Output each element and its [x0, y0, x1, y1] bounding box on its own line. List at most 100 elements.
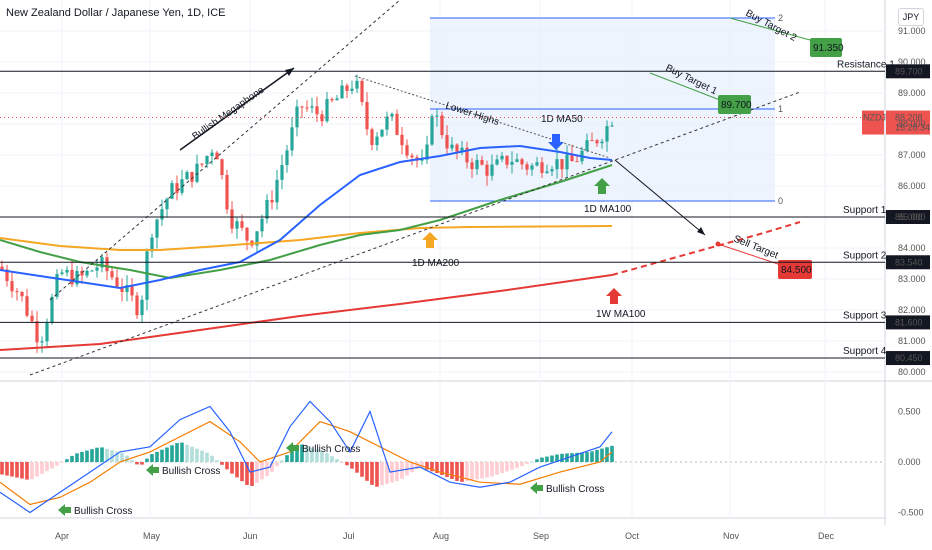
candle-body — [445, 135, 449, 149]
megaphone-lower-line — [29, 91, 801, 376]
macd-histogram-bar — [170, 445, 174, 462]
lower-highs-line — [354, 75, 611, 159]
ma50-1d-line — [0, 144, 613, 290]
price-tick-label: 80.000 — [898, 367, 926, 377]
macd-signal-line — [0, 420, 613, 506]
macd-indicator: Bullish Cross Bullish Cross Bullish Cross B… — [0, 400, 614, 517]
candle-body — [270, 199, 274, 203]
macd-histogram-bar — [95, 447, 99, 462]
candle-body — [555, 159, 559, 170]
sell-target-badge — [778, 260, 812, 279]
candle-body — [200, 163, 204, 165]
time-tick-label: Sep — [533, 531, 549, 541]
candle-body — [235, 221, 239, 229]
macd-histogram-bar — [410, 462, 414, 473]
macd-histogram-bar — [360, 462, 364, 477]
macd-histogram-bar — [570, 453, 574, 462]
macd-histogram-bar — [160, 449, 164, 462]
candle-body — [480, 159, 484, 165]
candle-body — [385, 116, 389, 130]
candle-body — [410, 155, 414, 158]
macd-histogram-bar — [350, 462, 354, 469]
macd-histogram-bar — [610, 445, 614, 462]
candle-body — [65, 269, 69, 273]
time-tick-label: Oct — [625, 531, 640, 541]
candle-body — [280, 165, 284, 180]
candle-body — [390, 113, 394, 117]
time-tick-label: Apr — [55, 531, 69, 541]
candle-body — [590, 140, 594, 142]
candle-body — [420, 159, 424, 161]
currency-button[interactable]: JPY — [898, 8, 924, 26]
candle-body — [370, 129, 374, 146]
macd-histogram-bar — [195, 448, 199, 462]
candle-body — [135, 295, 139, 316]
level-badge — [886, 351, 930, 366]
candle-body — [565, 154, 569, 170]
macd-histogram-bar — [30, 462, 34, 480]
macd-histogram-bar — [325, 453, 329, 462]
ma200-arrow — [422, 232, 438, 248]
fib-label-2: 2 — [778, 13, 783, 23]
sell-arrowhead — [697, 227, 705, 235]
ma100-1w-projection — [611, 221, 801, 276]
candle-body — [95, 267, 99, 271]
macd-histogram-bar — [440, 462, 444, 475]
candle-body — [310, 106, 314, 108]
macd-histogram-bar — [415, 462, 419, 470]
macd-histogram-bar — [525, 462, 529, 464]
candle-body — [90, 270, 94, 272]
bullish-cross-1-label: Bullish Cross — [74, 506, 132, 517]
level-name: Support 2 — [843, 250, 887, 261]
candle-body — [520, 159, 524, 165]
level-value: 81.600 — [895, 317, 923, 327]
candle-body — [150, 237, 154, 252]
candle-body — [535, 162, 539, 166]
macd-histogram-bar — [135, 462, 139, 465]
macd-histogram-bar — [485, 462, 489, 478]
candle-body — [305, 107, 309, 109]
macd-histogram-bar — [55, 462, 59, 466]
candle-body — [320, 114, 324, 122]
countdown: 15:28:34 — [895, 123, 930, 133]
ma50-arrow — [548, 134, 564, 150]
candle-body — [50, 296, 54, 323]
candle-body — [165, 198, 169, 210]
macd-tick-label: 0.000 — [898, 457, 921, 467]
candle-body — [400, 134, 404, 146]
candle-body — [175, 183, 179, 193]
candle-body — [485, 164, 489, 176]
macd-histogram-bar — [140, 462, 144, 465]
candle-body — [345, 85, 349, 91]
macd-histogram-bar — [495, 462, 499, 475]
macd-histogram-bar — [590, 451, 594, 462]
macd-histogram-bar — [515, 462, 519, 469]
sell-arrow — [614, 159, 706, 236]
candle-body — [110, 271, 114, 278]
level-value: 85.000 — [895, 212, 923, 222]
macd-histogram-bar — [295, 446, 299, 462]
candle-body — [545, 171, 549, 173]
megaphone-upper-line — [49, 0, 401, 301]
level-value: 80.450 — [895, 353, 923, 363]
candle-body — [315, 106, 319, 115]
candle-body — [70, 269, 74, 285]
price-badge — [886, 110, 930, 135]
time-tick-label: Jul — [343, 531, 355, 541]
macd-histogram-bar — [480, 462, 484, 479]
candle-body — [105, 257, 109, 272]
buy-target-2-line — [729, 17, 811, 41]
level-name: Support 1 — [843, 205, 887, 216]
candle-body — [20, 291, 24, 297]
macd-histogram-bar — [475, 462, 479, 480]
price-tick-label: 83.000 — [898, 274, 926, 284]
candle-body — [215, 152, 219, 160]
candlesticks — [0, 74, 614, 353]
level-badge — [886, 210, 930, 224]
candle-body — [120, 286, 124, 292]
price-tick-label: 82.000 — [898, 305, 926, 315]
macd-histogram-bar — [540, 457, 544, 462]
candle-body — [490, 164, 494, 176]
macd-histogram-bar — [5, 462, 9, 476]
